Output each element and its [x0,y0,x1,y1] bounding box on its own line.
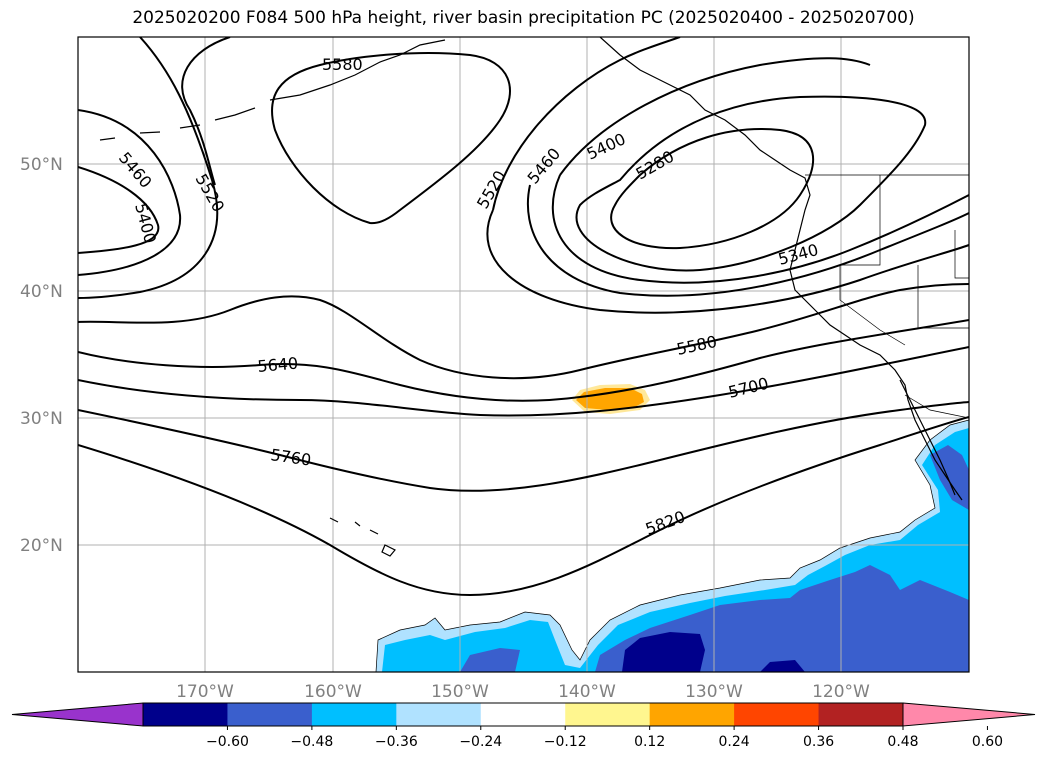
colorbar-tick-label: −0.24 [459,734,502,750]
colorbar-tick-label: 0.36 [803,734,834,750]
borders [805,174,969,419]
shade-navy [622,632,805,672]
colorbar-tick-label: −0.36 [375,734,418,750]
longitude-labels: 170°W 160°W 150°W 140°W 130°W 120°W [176,682,870,702]
lat-label: 30°N [20,409,63,429]
colorbar-tick-labels: −0.60 −0.48 −0.36 −0.24 −0.12 0.12 0.24 0.36 0.4… [206,726,1003,750]
contour-5640 [78,319,969,402]
colorbar-segment [649,703,735,726]
map-panel: 5580 5460 5520 5400 5460 5400 5520 5280 … [77,36,970,673]
lon-label: 120°W [812,682,870,702]
precip-negative-shading [375,419,969,672]
contour-5580-ridge [181,37,231,186]
colorbar-segment [396,703,482,726]
shade-royal [460,445,969,672]
lat-label: 20°N [20,536,63,556]
hawaii [329,517,396,557]
lon-label: 130°W [685,682,743,702]
contour-5700 [78,346,969,417]
colorbar-extend-high [902,702,1036,727]
colorbar-segment [734,703,820,726]
lon-label: 140°W [558,682,616,702]
colorbar-tick-label: 0.60 [972,734,1003,750]
colorbar-segment [565,703,651,726]
contour-5520-west [78,37,219,299]
latitude-labels: 20°N 30°N 40°N 50°N [20,155,63,556]
lon-label: 170°W [176,682,234,702]
colorbar-tick-label: 0.24 [719,734,750,750]
contour-5280 [610,128,814,250]
colorbar-tick-label: 0.12 [634,734,665,750]
aleutians [99,107,256,141]
colorbar-segment [227,703,313,726]
colorbar-segments [11,702,1036,727]
shade-orange [576,388,644,410]
contour-5400-west [78,166,160,254]
contour-5460-west [78,109,182,276]
contour-5760 [78,401,969,492]
map-title: 2025020200 F084 500 hPa height, river ba… [132,8,915,28]
alaska-coast [269,39,446,101]
contour-5400 [551,57,969,284]
colorbar-segment [480,703,566,726]
contour-5520-central-south [486,209,969,314]
north-america-coast [599,37,963,501]
contour-label: 5580 [322,55,363,74]
colorbar-segment [143,703,228,726]
colorbar-tick-label: −0.48 [290,734,333,750]
contour-5340 [575,95,927,272]
contour-5460 [526,184,969,297]
colorbar-segment [818,703,904,726]
colorbar: −0.60 −0.48 −0.36 −0.24 −0.12 0.12 0.24 0.36 0.4… [11,702,1036,750]
contour-label: 5640 [257,354,299,376]
lon-label: 160°W [304,682,362,702]
map-frame [77,36,970,673]
contour-5580 [78,283,969,380]
contour-5820 [78,416,969,597]
colorbar-tick-label: −0.12 [544,734,587,750]
colorbar-frame [142,702,904,727]
baja-coast [899,379,956,496]
colorbar-extend-low [11,702,144,727]
colorbar-segment [311,703,397,726]
lon-label: 150°W [431,682,489,702]
precip-positive-shading [572,384,650,414]
colorbar-tick-label: −0.60 [206,734,249,750]
contour-5520-central [492,37,681,211]
graticule [78,37,969,672]
coastlines [99,37,963,557]
lat-label: 40°N [20,282,63,302]
height-contours [78,37,969,597]
lat-label: 50°N [20,155,63,175]
colorbar-tick-label: 0.48 [887,734,918,750]
contour-5580-closed [271,52,511,225]
